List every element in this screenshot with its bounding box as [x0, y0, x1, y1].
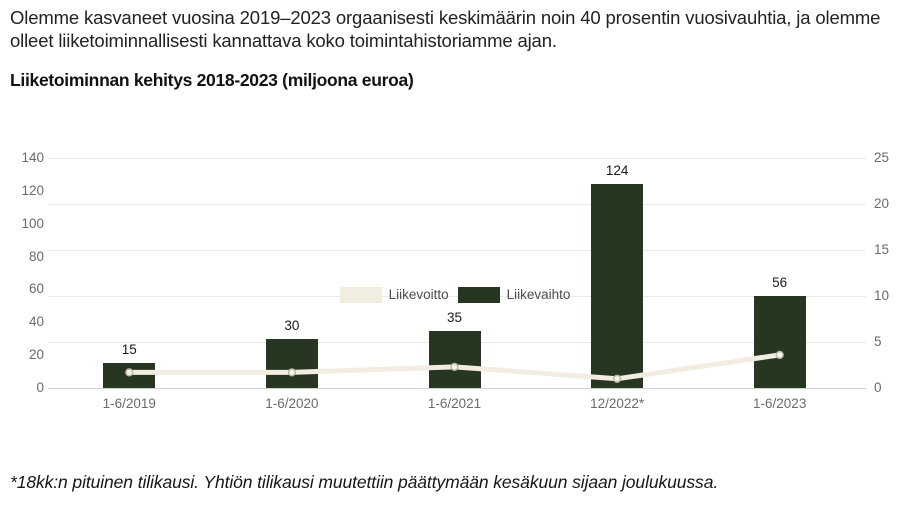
line-marker — [450, 362, 459, 371]
legend-swatch-liikevaihto — [457, 287, 500, 303]
y-axis-right-tick: 20 — [874, 196, 890, 211]
bar-value-label: 30 — [284, 317, 300, 333]
x-axis-label: 1-6/2020 — [265, 396, 319, 411]
y-axis-left-tick: 0 — [36, 380, 44, 395]
y-axis-left-tick: 40 — [28, 314, 44, 330]
footnote: *18kk:n pituinen tilikausi. Yhtiön tilik… — [10, 472, 719, 492]
gridline — [48, 296, 866, 297]
gridline — [48, 388, 866, 389]
y-axis-right-tick: 25 — [874, 150, 890, 165]
legend-item-liikevaihto: Liikevaihto — [457, 287, 571, 303]
bar-line-chart: 0 5 10 15 20 25 0 20 40 60 80 100 120 140 15 1-6/2019 30… — [0, 140, 910, 452]
y-axis-right-tick: 0 — [874, 380, 882, 395]
bar-liikevaihto — [591, 184, 644, 388]
bar-value-label: 15 — [121, 342, 137, 358]
bar-value-label: 35 — [446, 309, 463, 325]
legend-item-liikevoitto: Liikevoitto — [339, 287, 449, 303]
bar-liikevaihto — [265, 338, 318, 388]
y-axis-left-tick: 60 — [28, 281, 44, 297]
line-marker — [775, 350, 784, 360]
chart-title: Liiketoiminnan kehitys 2018-2023 (miljoo… — [10, 70, 414, 90]
line-marker — [287, 368, 297, 377]
bar-liikevaihto — [753, 296, 806, 388]
line-marker — [125, 368, 134, 377]
line-liikevoitto — [125, 350, 784, 383]
x-axis-label: 1-6/2021 — [427, 396, 482, 411]
gridline — [48, 250, 866, 251]
bar-value-label: 56 — [772, 275, 788, 290]
legend-swatch-liikevoitto — [339, 287, 382, 303]
y-axis-left-tick: 120 — [21, 182, 44, 198]
y-axis-right-tick: 10 — [874, 288, 890, 303]
line-marker — [612, 374, 622, 383]
intro-paragraph: Olemme kasvaneet vuosina 2019–2023 orgaa… — [10, 7, 881, 51]
bar-liikevaihto — [428, 330, 481, 388]
bar-value-label: 124 — [605, 163, 629, 179]
y-axis-left-tick: 100 — [21, 215, 44, 231]
legend-label: Liikevoitto — [388, 287, 449, 302]
x-axis-label: 1-6/2023 — [753, 396, 807, 411]
gridline — [48, 158, 866, 159]
y-axis-left-tick: 140 — [21, 150, 44, 165]
chart-legend: Liikevoitto Liikevaihto — [0, 287, 910, 303]
legend-label: Liikevaihto — [506, 287, 571, 302]
gridline — [48, 204, 866, 205]
x-axis-label: 1-6/2019 — [102, 396, 156, 411]
x-axis-label: 12/2022* — [590, 396, 645, 411]
y-axis-left-tick: 80 — [28, 248, 44, 264]
y-axis-left-tick: 20 — [28, 347, 44, 363]
y-axis-right-tick: 15 — [874, 242, 890, 257]
y-axis-right-tick: 5 — [874, 334, 882, 349]
